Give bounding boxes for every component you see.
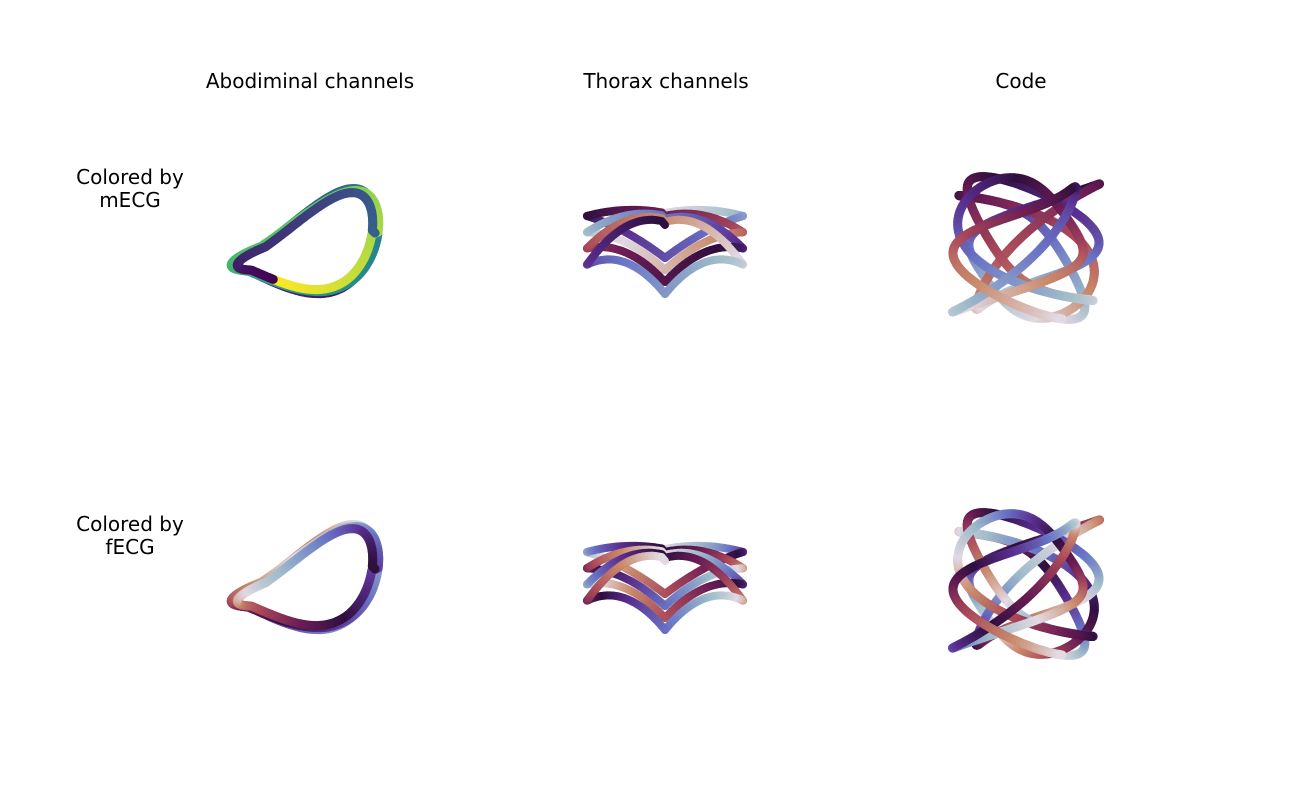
row-label-mecg-line2: mECG: [99, 188, 161, 212]
panel-code-fecg: [906, 464, 1146, 704]
row-label-fecg-line2: fECG: [105, 535, 155, 559]
column-title-abdominal: Abodiminal channels: [205, 69, 415, 93]
row-label-mecg-line1: Colored by: [76, 165, 184, 189]
panel-thorax-mecg: [545, 128, 785, 368]
panel-code-mecg: [906, 128, 1146, 368]
column-title-thorax: Thorax channels: [583, 69, 749, 93]
panel-abdominal-mecg: [185, 128, 425, 368]
panel-thorax-fecg: [545, 464, 785, 704]
abdominal-mecg-trajectory-segment: [367, 225, 380, 238]
row-label-fecg: Colored by fECG: [70, 513, 190, 559]
abdominal-fecg-trajectory-segment: [367, 561, 380, 574]
panel-abdominal-fecg: [185, 464, 425, 704]
thorax-fecg-trajectory-segment: [657, 553, 669, 565]
thorax-mecg-trajectory-segment: [657, 217, 669, 229]
row-label-fecg-line1: Colored by: [76, 512, 184, 536]
column-title-code: Code: [995, 69, 1047, 93]
row-label-mecg: Colored by mECG: [70, 166, 190, 212]
